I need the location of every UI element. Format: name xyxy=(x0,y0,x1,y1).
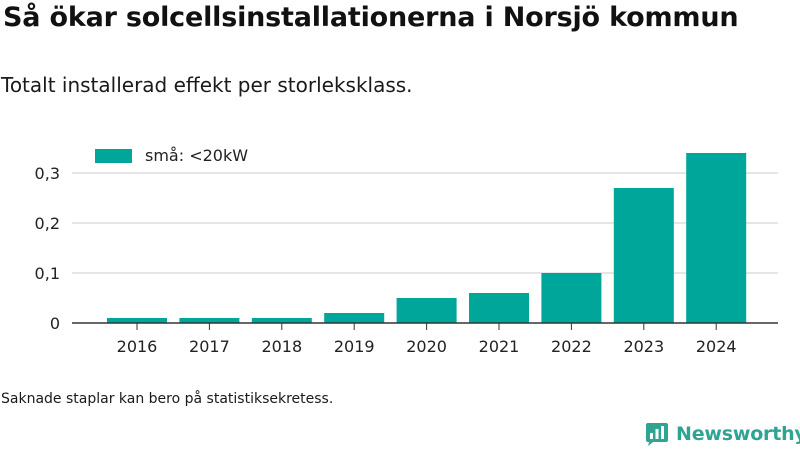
bar-2023 xyxy=(613,188,674,323)
y-tick-label: 0,3 xyxy=(35,164,60,183)
chart-title: Så ökar solcellsinstallationerna i Norsj… xyxy=(3,2,739,33)
footnote: Saknade staplar kan bero på statistiksek… xyxy=(1,391,334,407)
bar-2021 xyxy=(469,293,529,323)
bar-2018 xyxy=(251,318,312,323)
bar-2017 xyxy=(179,318,240,323)
bar-2016 xyxy=(107,318,167,323)
x-tick-label: 2024 xyxy=(696,337,737,356)
x-tick-label: 2019 xyxy=(334,337,375,356)
x-tick-label: 2017 xyxy=(189,337,230,356)
bar-2019 xyxy=(324,313,385,323)
bar-2022 xyxy=(541,273,602,323)
legend-label: små: <20kW xyxy=(145,146,248,165)
y-tick-label: 0,1 xyxy=(35,264,60,283)
brand-logo: Newsworthy xyxy=(644,420,800,448)
bar-chart: 0 0,1 0,2 0,3 2016 2017 2018 2019 2020 2021 2022 20… xyxy=(34,146,778,356)
x-tick-label: 2020 xyxy=(406,337,447,356)
y-tick-label: 0,2 xyxy=(35,214,60,233)
x-tick-label: 2023 xyxy=(623,337,664,356)
bar-2024 xyxy=(686,153,747,323)
bar-chart-speech-bubble-icon xyxy=(646,423,668,446)
x-tick-label: 2021 xyxy=(479,337,520,356)
y-tick-label: 0 xyxy=(50,314,60,333)
x-tick-label: 2016 xyxy=(117,337,158,356)
x-tick-label: 2022 xyxy=(551,337,592,356)
chart-subtitle: Totalt installerad effekt per storlekskl… xyxy=(1,73,413,97)
x-tick-label: 2018 xyxy=(261,337,302,356)
legend-swatch xyxy=(95,149,132,163)
bar-2020 xyxy=(396,298,457,323)
brand-name: Newsworthy xyxy=(676,423,800,445)
